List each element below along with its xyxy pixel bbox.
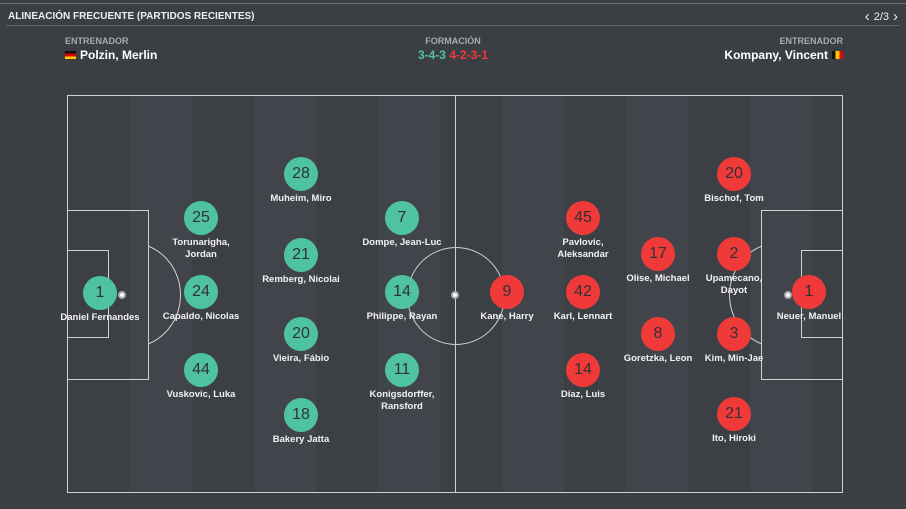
player-name: Ito, Hiroki bbox=[712, 433, 756, 444]
jersey-number: 7 bbox=[385, 201, 419, 235]
jersey-number: 21 bbox=[717, 397, 751, 431]
player-name: Torunarigha, Jordan bbox=[172, 237, 230, 260]
formation-label: FORMACIÓN bbox=[425, 36, 481, 46]
center-spot bbox=[451, 291, 459, 299]
player-name: Kane, Harry bbox=[480, 311, 534, 322]
home-coach-label: ENTRENADOR bbox=[65, 36, 129, 46]
player-name: Díaz, Luis bbox=[560, 389, 606, 400]
formation: FORMACIÓN 3-4-3 4-2-3-1 bbox=[0, 36, 906, 62]
player-name: Vuskovic, Luka bbox=[166, 389, 236, 400]
player-name: Bakery Jatta bbox=[272, 434, 330, 445]
player-name: Karl, Lennart bbox=[553, 311, 613, 322]
away-player[interactable]: 20 Bischof, Tom bbox=[689, 157, 779, 205]
jersey-number: 28 bbox=[284, 157, 318, 191]
jersey-number: 17 bbox=[641, 237, 675, 271]
player-name: Philippe, Rayan bbox=[366, 311, 438, 322]
home-player[interactable]: 21 Remberg, Nicolai bbox=[256, 238, 346, 286]
chevron-right-icon[interactable]: › bbox=[893, 8, 898, 25]
player-name: Olise, Michael bbox=[626, 273, 690, 284]
player-name: Kim, Min-Jae bbox=[704, 353, 764, 364]
pager: ‹ 2/3 › bbox=[865, 8, 898, 25]
jersey-number: 21 bbox=[284, 238, 318, 272]
home-player[interactable]: 1 Daniel Fernandes bbox=[55, 276, 145, 324]
home-coach-name: Polzin, Merlin bbox=[80, 48, 158, 62]
chevron-left-icon[interactable]: ‹ bbox=[864, 8, 870, 25]
away-player[interactable]: 45 Pavlovic, Aleksandar bbox=[538, 201, 628, 261]
away-player[interactable]: 2 Upamecano, Dayot bbox=[689, 237, 779, 297]
jersey-number: 42 bbox=[566, 275, 600, 309]
jersey-number: 1 bbox=[83, 276, 117, 310]
page-indicator: 2/3 bbox=[873, 10, 889, 23]
away-player[interactable]: 3 Kim, Min-Jae bbox=[689, 317, 779, 365]
home-penalty-arc bbox=[149, 242, 181, 348]
top-divider bbox=[0, 3, 906, 4]
away-coach-name: Kompany, Vincent bbox=[724, 48, 828, 62]
home-player[interactable]: 14 Philippe, Rayan bbox=[357, 275, 447, 323]
jersey-number: 2 bbox=[717, 237, 751, 271]
player-name: Bischof, Tom bbox=[704, 193, 764, 204]
player-name: Neuer, Manuel bbox=[776, 311, 842, 322]
player-name: Vieira, Fábio bbox=[272, 353, 330, 364]
away-penalty-box bbox=[761, 210, 843, 380]
jersey-number: 44 bbox=[184, 353, 218, 387]
jersey-number: 3 bbox=[717, 317, 751, 351]
home-player[interactable]: 18 Bakery Jatta bbox=[256, 398, 346, 446]
player-name: Upamecano, Dayot bbox=[705, 273, 763, 296]
away-player[interactable]: 17 Olise, Michael bbox=[613, 237, 703, 285]
germany-flag-icon bbox=[65, 51, 76, 59]
away-player[interactable]: 21 Ito, Hiroki bbox=[689, 397, 779, 445]
away-player[interactable]: 1 Neuer, Manuel bbox=[764, 275, 854, 323]
away-penalty-spot bbox=[784, 291, 792, 299]
away-coach: ENTRENADOR Kompany, Vincent bbox=[724, 36, 843, 62]
jersey-number: 9 bbox=[490, 275, 524, 309]
away-player[interactable]: 8 Goretzka, Leon bbox=[613, 317, 703, 365]
home-coach: ENTRENADOR Polzin, Merlin bbox=[65, 36, 157, 62]
home-player[interactable]: 7 Dompe, Jean-Luc bbox=[357, 201, 447, 249]
home-player[interactable]: 25 Torunarigha, Jordan bbox=[156, 201, 246, 261]
jersey-number: 25 bbox=[184, 201, 218, 235]
player-name: Capaldo, Nicolas bbox=[162, 311, 240, 322]
away-player[interactable]: 42 Karl, Lennart bbox=[538, 275, 628, 323]
home-player[interactable]: 11 Konigsdorffer, Ransford bbox=[357, 353, 447, 413]
player-name: Goretzka, Leon bbox=[623, 353, 693, 364]
home-formation: 3-4-3 bbox=[417, 48, 446, 62]
home-player[interactable]: 28 Muheim, Miro bbox=[256, 157, 346, 205]
home-player[interactable]: 44 Vuskovic, Luka bbox=[156, 353, 246, 401]
home-player[interactable]: 20 Vieira, Fábio bbox=[256, 317, 346, 365]
jersey-number: 14 bbox=[566, 353, 600, 387]
away-coach-label: ENTRENADOR bbox=[779, 36, 843, 46]
jersey-number: 24 bbox=[184, 275, 218, 309]
jersey-number: 18 bbox=[284, 398, 318, 432]
away-player[interactable]: 9 Kane, Harry bbox=[462, 275, 552, 323]
jersey-number: 11 bbox=[385, 353, 419, 387]
player-name: Dompe, Jean-Luc bbox=[362, 237, 442, 248]
jersey-number: 14 bbox=[385, 275, 419, 309]
section-title: ALINEACIÓN FRECUENTE (PARTIDOS RECIENTES… bbox=[8, 11, 255, 22]
jersey-number: 45 bbox=[566, 201, 600, 235]
player-name: Remberg, Nicolai bbox=[262, 274, 340, 285]
jersey-number: 20 bbox=[717, 157, 751, 191]
away-player[interactable]: 14 Díaz, Luis bbox=[538, 353, 628, 401]
home-player[interactable]: 24 Capaldo, Nicolas bbox=[156, 275, 246, 323]
player-name: Pavlovic, Aleksandar bbox=[557, 237, 609, 260]
player-name: Muheim, Miro bbox=[270, 193, 332, 204]
belgium-flag-icon bbox=[832, 51, 843, 59]
header-divider bbox=[6, 25, 900, 26]
player-name: Konigsdorffer, Ransford bbox=[369, 389, 435, 412]
jersey-number: 1 bbox=[792, 275, 826, 309]
away-formation: 4-2-3-1 bbox=[449, 48, 489, 62]
jersey-number: 20 bbox=[284, 317, 318, 351]
home-penalty-spot bbox=[118, 291, 126, 299]
player-name: Daniel Fernandes bbox=[60, 312, 140, 323]
jersey-number: 8 bbox=[641, 317, 675, 351]
